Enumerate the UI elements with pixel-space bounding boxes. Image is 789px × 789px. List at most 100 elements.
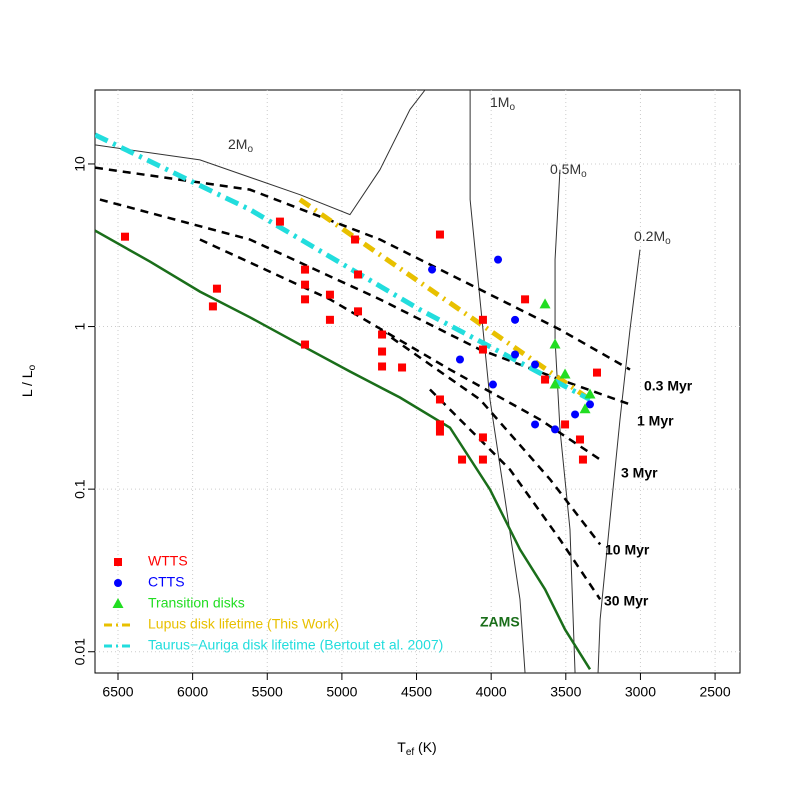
square-marker [378,330,387,339]
legend-marker [112,598,124,608]
circle-marker [531,420,540,429]
x-tick-label: 5500 [252,684,283,700]
isochrone [199,238,601,461]
zams-line [95,229,592,670]
circle-marker [531,360,540,369]
mass-track [95,90,426,216]
x-tick-label: 4500 [401,684,432,700]
track-label: 0.5Mo [550,161,587,180]
isochrone-label: 3 Myr [621,465,658,481]
triangle-marker [584,388,596,399]
square-marker [541,375,550,384]
x-tick-label: 2500 [699,684,730,700]
x-label-sub: ef [406,747,415,758]
square-marker [325,290,334,299]
square-marker [435,230,444,239]
circle-marker [511,350,520,359]
lifetime-line [95,132,592,402]
square-marker [578,455,587,464]
legend-label: Taurus−Auriga disk lifetime (Bertout et … [148,637,443,653]
x-label-rest: (K) [414,739,437,755]
track-label: 0.2Mo [634,228,671,247]
x-tick-label: 5000 [326,684,357,700]
square-marker [354,307,363,316]
triangle-marker [539,298,551,309]
x-tick-label: 3500 [550,684,581,700]
circle-marker [494,255,503,264]
square-marker [325,315,334,324]
isochrone [95,166,631,371]
square-marker [478,345,487,354]
track-label: 1Mo [490,94,515,113]
legend-label: CTTS [148,574,185,590]
x-tick-label: 3000 [625,684,656,700]
track-label-sub: o [509,102,515,113]
square-marker [351,235,360,244]
circle-marker [571,410,580,419]
y-tick-label: 0.01 [72,638,88,665]
legend-label: WTTS [148,553,188,569]
square-marker [521,295,530,304]
y-tick-label: 1 [72,322,88,330]
triangle-marker [559,368,571,379]
square-marker [478,433,487,442]
square-marker [212,284,221,293]
square-marker [378,362,387,371]
triangle-marker [549,378,561,389]
square-marker [398,363,407,372]
x-tick-label: 6000 [177,684,208,700]
square-marker [121,232,130,241]
legend-marker [114,579,122,587]
track-label-main: 0.5M [550,161,581,177]
square-marker [435,395,444,404]
square-marker [561,420,570,429]
isochrone-label: 10 Myr [605,542,650,558]
circle-marker [585,400,594,409]
isochrone [429,388,602,601]
circle-marker [511,315,520,324]
legend-label: Lupus disk lifetime (This Work) [148,616,339,632]
track-label-sub: o [665,236,671,247]
track-label-sub: o [247,144,253,155]
lifetime-line [298,197,592,402]
isochrone-label: 1 Myr [637,413,674,429]
track-label-main: 0.2M [634,228,665,244]
isochrone-label: 30 Myr [604,593,649,609]
track-label-sub: o [581,169,587,180]
track-label-main: 2M [228,136,247,152]
track-label-main: 1M [490,94,509,110]
square-marker [208,302,217,311]
plot-frame [94,89,741,674]
y-tick-label: 10 [72,156,88,172]
square-marker [301,265,310,274]
triangle-marker [549,338,561,349]
square-marker [435,427,444,436]
track-label: 2Mo [228,136,253,155]
isochrone [379,328,602,546]
square-marker [301,295,310,304]
x-tick-label: 6500 [102,684,133,700]
y-tick-label: 0.1 [72,479,88,499]
isochrone [99,198,631,406]
x-label-main: T [397,739,406,755]
square-marker [458,455,467,464]
square-marker [354,270,363,279]
square-marker [592,368,601,377]
mass-track [469,90,526,673]
circle-marker [455,355,464,364]
y-axis-label: L / Lo [19,364,38,397]
circle-marker [428,265,437,274]
mass-track [597,249,641,673]
square-marker [575,435,584,444]
square-marker [435,420,444,429]
circle-marker [551,425,560,434]
square-marker [378,347,387,356]
square-marker [478,455,487,464]
square-marker [275,217,284,226]
x-axis-label: Tef (K) [397,739,436,758]
isochrone-label: 0.3 Myr [644,378,693,394]
square-marker [301,340,310,349]
square-marker [478,315,487,324]
plot-area [95,90,641,673]
